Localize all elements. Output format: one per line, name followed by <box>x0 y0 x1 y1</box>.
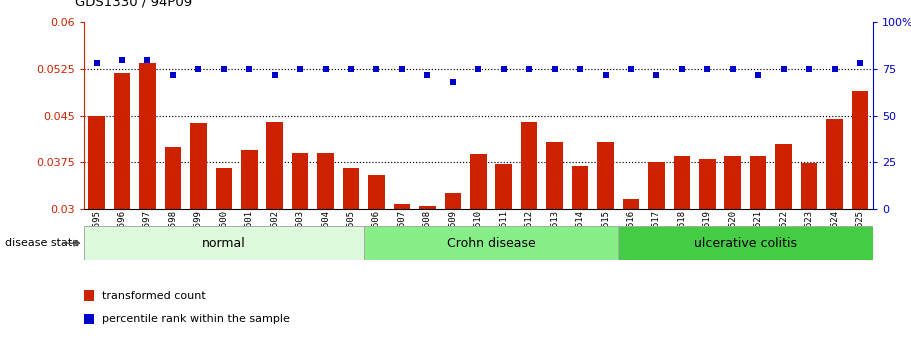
Bar <box>363 226 619 260</box>
Point <box>573 66 588 72</box>
Bar <box>216 168 232 345</box>
Point <box>89 61 104 66</box>
Bar <box>673 156 691 345</box>
Bar <box>445 193 461 345</box>
Bar <box>88 116 105 345</box>
Text: Crohn disease: Crohn disease <box>446 237 536 250</box>
Point <box>599 72 613 77</box>
Bar <box>724 156 741 345</box>
Bar <box>139 63 156 345</box>
Point <box>394 66 409 72</box>
Bar <box>619 226 873 260</box>
Bar <box>775 144 792 345</box>
Bar <box>343 168 359 345</box>
Point <box>420 72 435 77</box>
Bar <box>368 175 384 345</box>
Bar <box>114 73 130 345</box>
Point <box>115 57 129 62</box>
Point <box>522 66 537 72</box>
Bar <box>852 91 868 345</box>
Bar <box>241 150 258 345</box>
Point <box>802 66 816 72</box>
Bar <box>470 154 486 345</box>
Point <box>191 66 206 72</box>
Point <box>343 66 358 72</box>
Bar <box>648 162 665 345</box>
Point <box>624 66 639 72</box>
Point <box>292 66 307 72</box>
Bar <box>419 206 435 345</box>
Point <box>700 66 714 72</box>
Point <box>650 72 664 77</box>
Bar <box>190 123 207 345</box>
Text: transformed count: transformed count <box>102 291 206 301</box>
Bar <box>84 314 94 324</box>
Point <box>166 72 180 77</box>
Bar <box>623 199 640 345</box>
Text: disease state: disease state <box>5 238 78 248</box>
Point <box>445 79 460 85</box>
Bar <box>699 159 715 345</box>
Point <box>471 66 486 72</box>
Point <box>268 72 282 77</box>
Bar <box>496 164 512 345</box>
Point <box>242 66 257 72</box>
Point <box>548 66 562 72</box>
Text: GDS1330 / 94P09: GDS1330 / 94P09 <box>75 0 192 9</box>
Text: ulcerative colitis: ulcerative colitis <box>694 237 797 250</box>
Text: percentile rank within the sample: percentile rank within the sample <box>102 314 290 324</box>
Bar <box>292 153 309 345</box>
Bar <box>266 122 283 345</box>
Bar <box>394 204 410 345</box>
Point <box>725 66 740 72</box>
Bar <box>547 142 563 345</box>
Bar <box>521 122 537 345</box>
Point <box>496 66 511 72</box>
Point <box>751 72 765 77</box>
Bar <box>572 167 589 345</box>
Bar <box>801 164 817 345</box>
Point <box>674 66 689 72</box>
Bar <box>84 290 94 301</box>
Bar <box>598 142 614 345</box>
Point <box>140 57 155 62</box>
Point <box>827 66 842 72</box>
Point <box>318 66 333 72</box>
Point <box>776 66 791 72</box>
Text: normal: normal <box>202 237 246 250</box>
Bar <box>826 119 843 345</box>
Bar <box>84 226 363 260</box>
Bar <box>165 147 181 345</box>
Bar <box>750 156 766 345</box>
Point <box>217 66 231 72</box>
Bar <box>317 153 333 345</box>
Point <box>369 66 384 72</box>
Point <box>853 61 867 66</box>
